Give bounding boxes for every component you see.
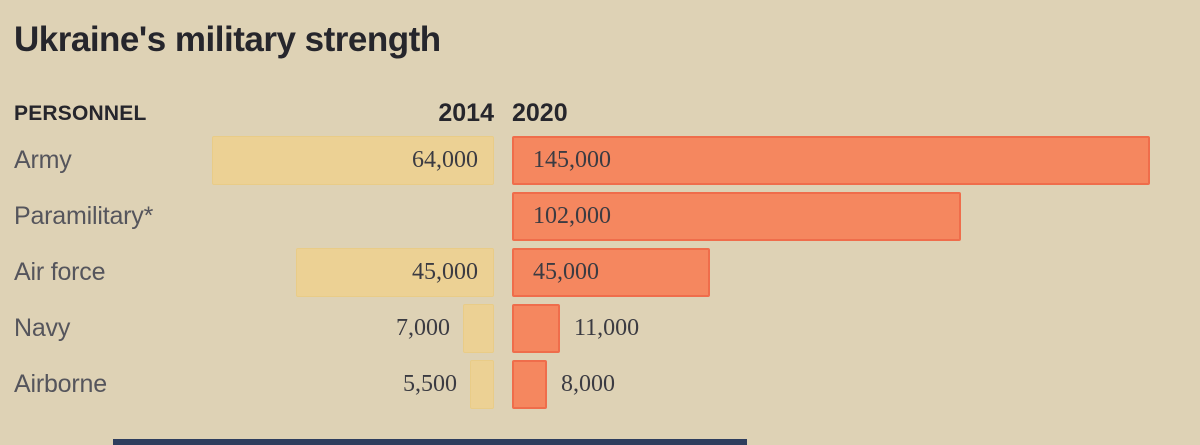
value-2020: 145,000: [533, 147, 611, 173]
column-header-2014: 2014: [438, 99, 494, 127]
bar-2020-navy: [512, 304, 560, 353]
bar-2020-army: 145,000: [512, 136, 1150, 185]
bar-2014-airforce: 45,000: [296, 248, 494, 297]
bar-2014-navy: [463, 304, 494, 353]
chart-row: Army 64,000 145,000: [0, 136, 1200, 185]
value-2020: 45,000: [533, 259, 599, 285]
category-label: Paramilitary*: [14, 202, 154, 230]
value-2020: 11,000: [574, 315, 640, 341]
category-label: Army: [14, 146, 72, 174]
value-2014: 5,500: [403, 371, 457, 397]
category-label: Navy: [14, 314, 71, 342]
category-label: Airborne: [14, 370, 107, 398]
category-label: Air force: [14, 258, 106, 286]
value-2020: 102,000: [533, 203, 611, 229]
chart-title: Ukraine's military strength: [14, 20, 441, 59]
value-2014: 7,000: [396, 315, 450, 341]
bar-2014-army: 64,000: [212, 136, 494, 185]
column-header-personnel: PERSONNEL: [14, 102, 147, 125]
chart-row: Air force 45,000 45,000: [0, 248, 1200, 297]
value-2014: 45,000: [412, 259, 478, 285]
bottom-accent-bar: [113, 439, 747, 445]
chart-row: Airborne 5,500 8,000: [0, 360, 1200, 409]
bar-2014-airborne: [470, 360, 494, 409]
bar-2020-airborne: [512, 360, 547, 409]
bar-2020-airforce: 45,000: [512, 248, 710, 297]
chart-row: Navy 7,000 11,000: [0, 304, 1200, 353]
value-2014: 64,000: [412, 147, 478, 173]
value-2020: 8,000: [561, 371, 615, 397]
chart-row: Paramilitary* 102,000: [0, 192, 1200, 241]
column-header-2020: 2020: [512, 99, 568, 127]
bar-2020-paramilitary: 102,000: [512, 192, 961, 241]
